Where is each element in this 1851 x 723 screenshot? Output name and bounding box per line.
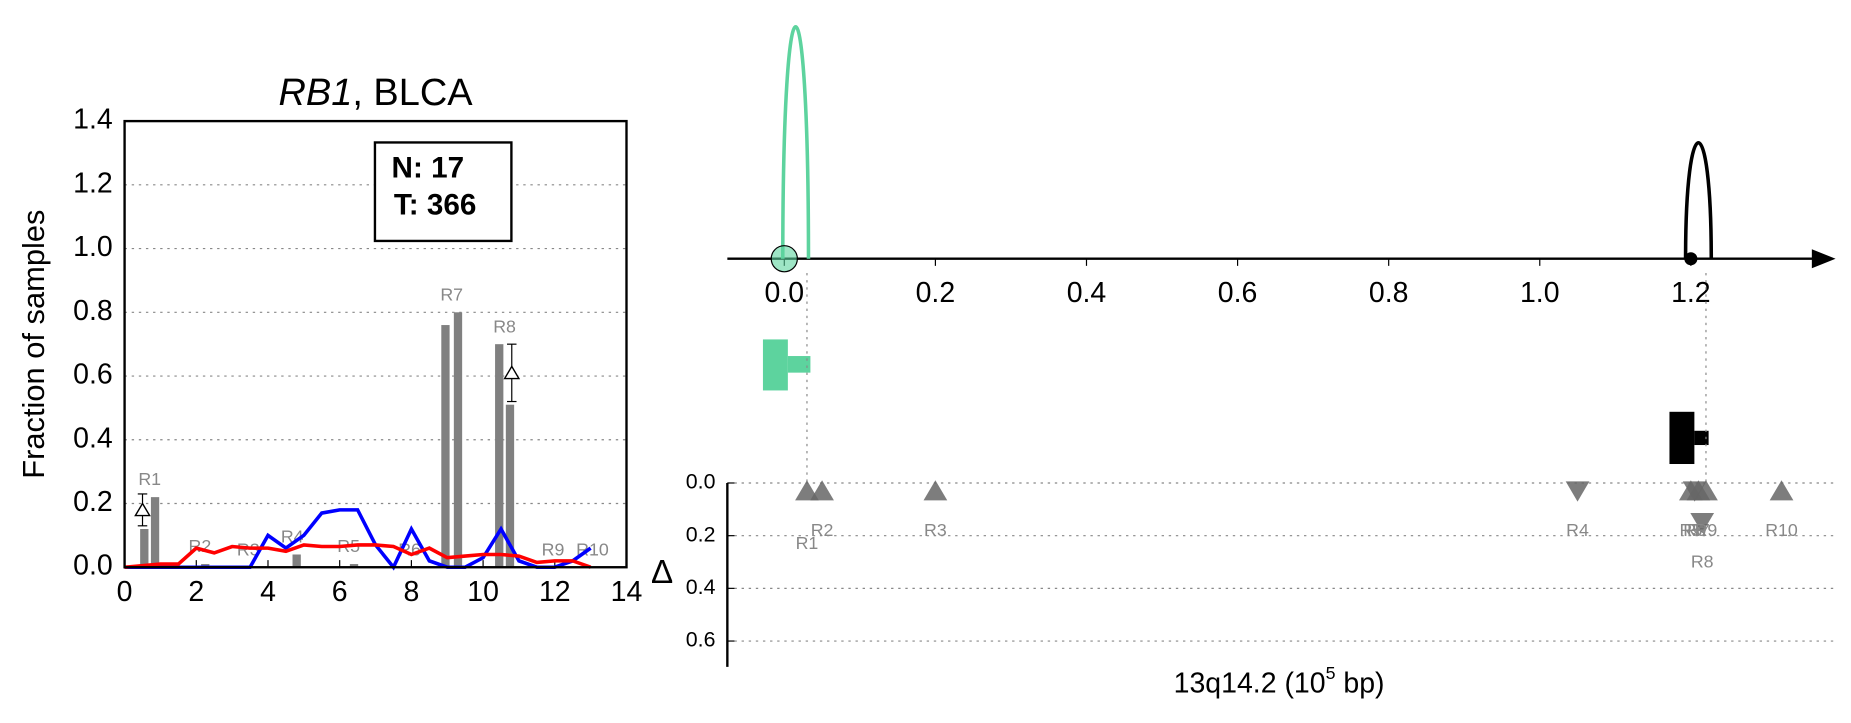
peak-curve [781,24,811,259]
x-tick-label: 0 [117,576,133,608]
region-marker [1694,480,1718,501]
region-label: R1 [796,533,819,553]
x-axis-label-part: 13q14.2 (10 [1174,667,1326,699]
region-label: R10 [1765,520,1798,540]
region-label: R5 [1679,520,1702,540]
bar [441,325,450,568]
gene-block [1694,430,1709,446]
y-tick-label: 0.4 [686,575,716,599]
region-marker [810,480,834,501]
region-label: R9 [1695,520,1718,540]
x-tick-label: 4 [260,576,276,608]
bar [453,312,463,568]
bar [349,564,359,568]
peak-curve [1683,141,1714,259]
bar [150,497,160,568]
title-gene: RB1 [279,72,353,114]
x-tick-label: 2 [188,576,204,608]
annotation: T: 366 [394,188,476,221]
region-label: R3 [924,520,947,540]
y-tick-label: 1.4 [73,104,113,136]
region-label: R8 [1691,552,1714,572]
x-tick-label: 0.8 [1369,277,1409,309]
bar [505,404,515,568]
x-axis-label-part: bp) [1335,667,1384,699]
region-label: R7 [440,284,463,304]
x-tick-label: 1.0 [1520,277,1560,309]
x-tick-label: 0.4 [1067,277,1107,309]
region-marker [1690,513,1715,534]
y-tick-label: 1.0 [73,231,113,263]
y-tick-label: 0.0 [686,470,716,494]
bar [495,344,504,568]
x-tick-label: 0.2 [916,277,956,309]
chart-title: RB1, BLCA [279,72,474,114]
y-tick-label: 0.8 [73,295,113,327]
region-marker [923,480,948,501]
line-series [124,543,592,570]
plot-frame [123,119,628,569]
x-tick-label: 0.6 [1218,277,1258,309]
region-label: R8 [493,316,516,336]
region-marker [795,480,819,501]
x-tick-label: 0.0 [765,277,805,309]
gene-block [787,356,811,373]
y-tick-label: 1.2 [73,167,113,199]
region-label: R1 [138,469,161,489]
y-tick-label: 0.2 [73,486,113,518]
delta-marker [134,502,151,517]
x-tick-label: 6 [332,576,348,608]
y-axis-label: Δ [651,554,673,591]
x-axis-label-sup: 5 [1326,663,1336,683]
region-marker [1769,480,1794,501]
title-rest: , BLCA [352,72,473,114]
x-tick-label: 10 [467,576,499,608]
x-tick-label: 8 [403,576,419,608]
x-axis-label: 13q14.2 (105 bp) [1174,663,1385,699]
anchor-point [1684,252,1698,266]
axis-arrow [1811,249,1836,269]
region-marker [1565,481,1590,502]
region-label: R2 [811,520,834,540]
region-label: R4 [1566,520,1589,540]
x-tick-label: 14 [611,576,643,608]
y-tick-label: 0.4 [73,422,113,454]
y-tick-label: 0.2 [686,522,716,546]
y-tick-label: 0.0 [73,550,113,582]
bar [140,528,149,568]
gene-block [762,339,788,391]
y-tick-label: 0.6 [73,359,113,391]
x-tick-label: 1.2 [1671,277,1711,309]
y-tick-label: 0.6 [686,628,716,652]
delta-marker [503,365,521,380]
region-label: R9 [542,539,565,559]
annotation: N: 17 [392,152,465,185]
y-axis-label: Fraction of samples [16,210,51,479]
anchor-point [770,245,798,273]
x-tick-label: 12 [539,576,571,608]
bar [292,554,301,568]
annotation-box [373,141,513,243]
gene-block [1669,411,1695,465]
